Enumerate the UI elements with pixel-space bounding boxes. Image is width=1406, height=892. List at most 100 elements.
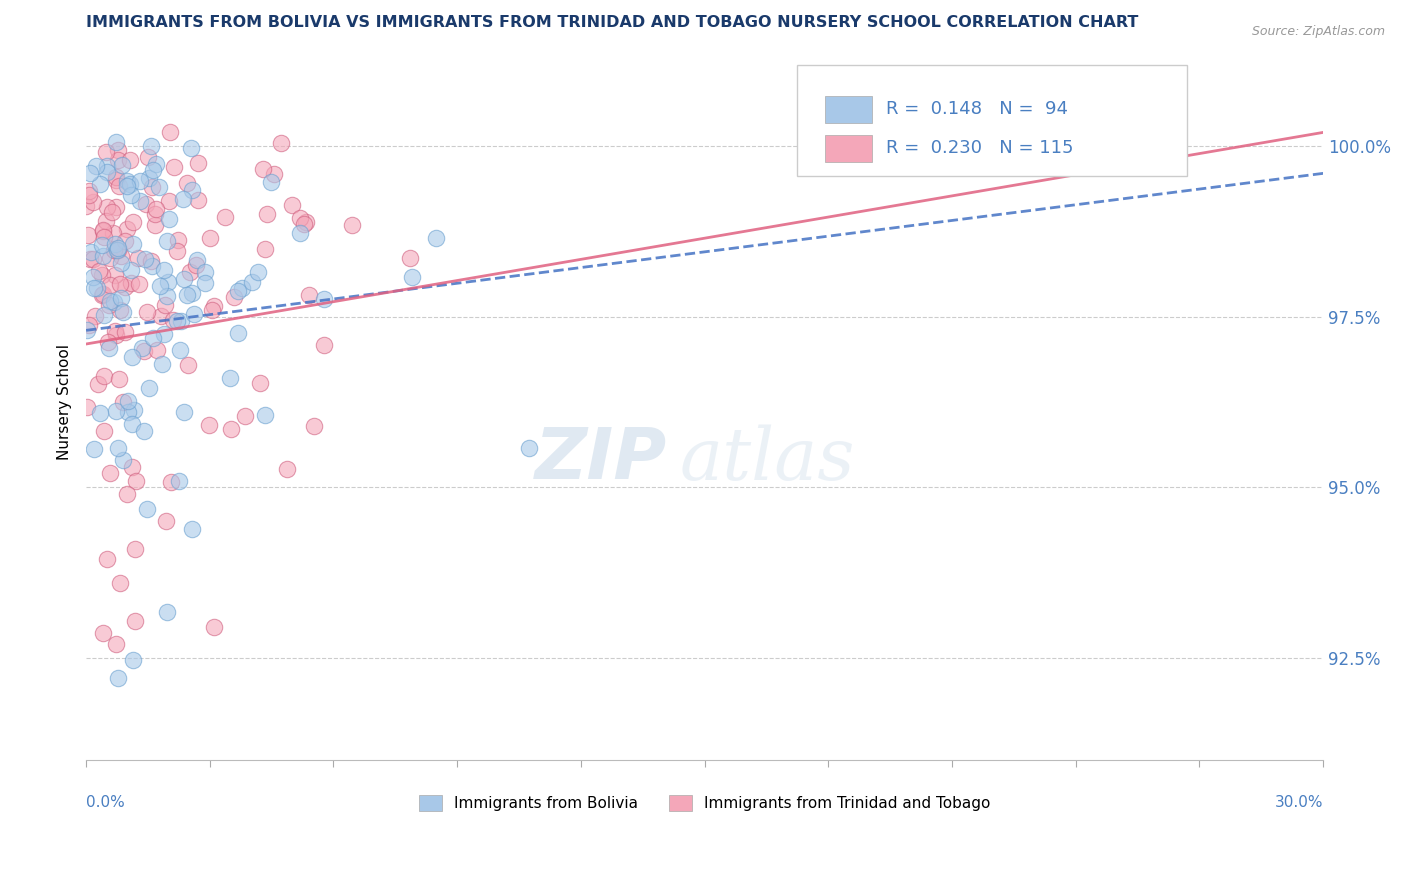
Point	[155, 298, 177, 312]
Point	[145, 157, 167, 171]
Point	[231, 281, 253, 295]
Point	[256, 207, 278, 221]
Point	[202, 620, 225, 634]
Point	[117, 394, 139, 409]
Point	[108, 179, 131, 194]
Point	[79, 252, 101, 267]
Point	[399, 252, 422, 266]
Point	[138, 170, 160, 185]
Point	[180, 141, 202, 155]
Point	[276, 462, 298, 476]
Point	[155, 514, 177, 528]
Point	[77, 188, 100, 202]
Point	[120, 188, 142, 202]
Point	[104, 237, 127, 252]
Point	[183, 307, 205, 321]
Point	[202, 299, 225, 313]
Point	[96, 551, 118, 566]
Point	[138, 381, 160, 395]
Point	[270, 136, 292, 150]
Point	[103, 243, 125, 257]
Point	[312, 337, 335, 351]
Point	[101, 205, 124, 219]
Point	[219, 422, 242, 436]
Point	[117, 405, 139, 419]
Point	[91, 249, 114, 263]
Point	[124, 542, 146, 557]
Point	[124, 614, 146, 628]
Point	[98, 298, 121, 312]
Point	[82, 269, 104, 284]
Point	[142, 331, 165, 345]
Point	[105, 328, 128, 343]
Point	[176, 176, 198, 190]
Point	[107, 244, 129, 258]
Point	[156, 234, 179, 248]
Point	[173, 405, 195, 419]
Point	[110, 249, 132, 263]
Point	[122, 214, 145, 228]
Point	[129, 194, 152, 208]
Bar	[824, 135, 872, 162]
Point	[121, 351, 143, 365]
Point	[110, 277, 132, 292]
Point	[157, 275, 180, 289]
Point	[135, 501, 157, 516]
Point	[94, 214, 117, 228]
Point	[114, 325, 136, 339]
Point	[82, 195, 104, 210]
Point	[302, 418, 325, 433]
Point	[149, 310, 172, 324]
Point	[115, 222, 138, 236]
Point	[93, 229, 115, 244]
Point	[201, 302, 224, 317]
Point	[105, 170, 128, 185]
Point	[145, 202, 167, 216]
Point	[105, 636, 128, 650]
Point	[179, 265, 201, 279]
Text: R =  0.148   N =  94: R = 0.148 N = 94	[886, 100, 1069, 118]
Point	[340, 218, 363, 232]
Point	[121, 460, 143, 475]
Point	[110, 256, 132, 270]
Point	[83, 280, 105, 294]
Text: ZIP: ZIP	[536, 425, 668, 494]
Point	[166, 233, 188, 247]
Point	[153, 262, 176, 277]
Point	[105, 173, 128, 187]
Point	[96, 159, 118, 173]
Point	[148, 179, 170, 194]
Point	[97, 334, 120, 349]
Point	[156, 605, 179, 619]
Point	[80, 245, 103, 260]
Point	[115, 174, 138, 188]
Point	[401, 269, 423, 284]
Point	[131, 341, 153, 355]
Point	[228, 326, 250, 340]
Point	[517, 442, 540, 456]
Point	[110, 302, 132, 317]
Point	[134, 252, 156, 266]
Point	[82, 252, 104, 266]
Point	[249, 376, 271, 390]
Point	[198, 231, 221, 245]
Point	[121, 417, 143, 431]
Point	[169, 343, 191, 357]
Point	[91, 287, 114, 301]
Point	[93, 308, 115, 322]
Point	[170, 314, 193, 328]
Point	[91, 224, 114, 238]
Point	[107, 441, 129, 455]
Point	[176, 288, 198, 302]
Point	[84, 309, 107, 323]
Point	[86, 281, 108, 295]
Point	[253, 409, 276, 423]
Point	[111, 305, 134, 319]
Point	[139, 139, 162, 153]
Point	[146, 343, 169, 358]
Point	[83, 442, 105, 456]
Point	[136, 305, 159, 319]
Point	[111, 157, 134, 171]
Point	[121, 236, 143, 251]
Point	[120, 276, 142, 290]
